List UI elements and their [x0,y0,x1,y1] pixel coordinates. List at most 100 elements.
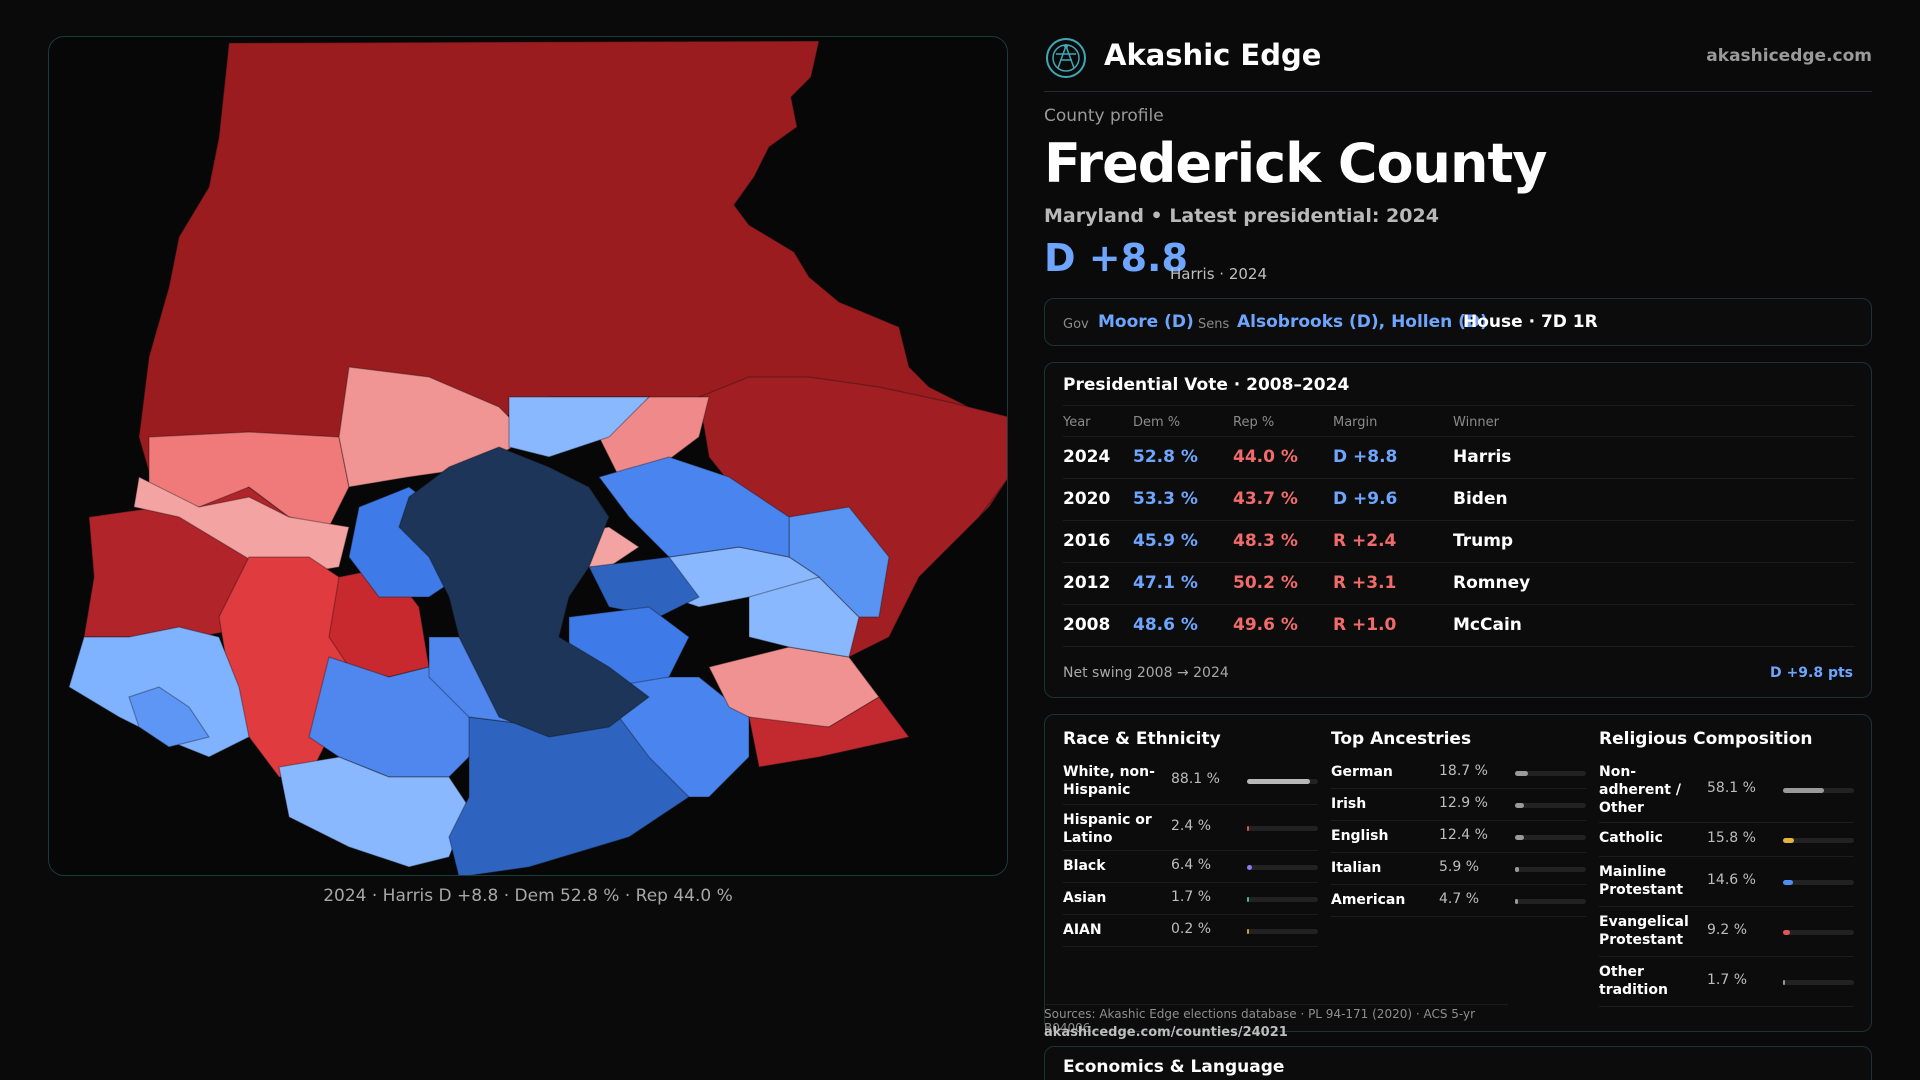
map-caption: 2024 · Harris D +8.8 · Dem 52.8 % · Rep … [323,886,733,906]
gov-label: Gov [1063,317,1089,332]
cell-year: 2024 [1063,447,1111,467]
item-bar [1783,788,1854,793]
governor-value[interactable]: Moore (D) [1098,312,1194,332]
senators-value[interactable]: Alsobrooks (D), Hollen (D) [1237,312,1488,332]
page-kicker: County profile [1044,106,1164,126]
cell-year: 2008 [1063,615,1111,635]
item-value: 5.9 % [1439,859,1480,875]
item-label: English [1331,828,1389,844]
table-row[interactable]: 2008 48.6 % 49.6 % R +1.0 McCain [1063,605,1855,647]
demographics-card: Race & Ethnicity White, non-Hispanic 88.1… [1044,714,1872,1032]
item-value: 1.7 % [1707,972,1748,988]
brand-name[interactable]: Akashic Edge [1104,38,1322,72]
precinct[interactable] [748,696,911,768]
item-bar-fill [1515,899,1519,904]
latest-margin-note: Harris · 2024 [1170,265,1268,283]
col-rep: Rep % [1233,415,1275,430]
col-dem: Dem % [1133,415,1181,430]
col-margin: Margin [1333,415,1378,430]
precinct[interactable] [618,676,750,798]
item-bar-fill [1247,865,1252,870]
cell-winner: Biden [1453,489,1508,509]
cell-rep: 43.7 % [1233,489,1298,509]
list-item: Catholic 15.8 % [1599,823,1854,857]
item-bar-fill [1247,929,1249,934]
item-value: 14.6 % [1707,872,1756,888]
precinct[interactable] [597,456,790,558]
item-label: German [1331,764,1393,780]
cell-dem: 45.9 % [1133,531,1198,551]
item-value: 9.2 % [1707,922,1748,938]
col-winner: Winner [1453,415,1500,430]
sens-label: Sens [1198,317,1230,332]
list-item: Mainline Protestant 14.6 % [1599,857,1854,907]
item-bar-fill [1783,880,1794,885]
item-label: Other tradition [1599,964,1668,998]
globe-network-icon[interactable] [1046,38,1086,78]
cell-dem: 47.1 % [1133,573,1198,593]
precinct[interactable] [788,506,890,618]
item-value: 18.7 % [1439,763,1488,779]
list-item: Other tradition 1.7 % [1599,957,1854,1007]
brand-url-link[interactable]: akashicedge.com [1706,46,1872,66]
item-value: 12.4 % [1439,827,1488,843]
item-bar-fill [1247,897,1249,902]
cell-dem: 48.6 % [1133,615,1198,635]
precinct[interactable] [398,446,650,738]
item-bar [1515,803,1586,808]
list-item: Hispanic or Latino 2.4 % [1063,805,1318,851]
table-row[interactable]: 2016 45.9 % 48.3 % R +2.4 Trump [1063,521,1855,563]
item-bar-fill [1515,771,1529,776]
latest-margin: D +8.8 [1044,236,1188,280]
item-label: White, non-Hispanic [1063,764,1155,798]
cell-margin: R +3.1 [1333,573,1397,593]
house-value[interactable]: House · 7D 1R [1463,312,1598,332]
list-item: Non-adherent / Other 58.1 % [1599,757,1854,823]
col-year: Year [1063,415,1091,430]
item-label: Evangelical Protestant [1599,914,1689,948]
economics-title: Economics & Language [1063,1057,1285,1077]
precinct-map-svg[interactable] [49,37,1008,876]
table-row[interactable]: 2012 47.1 % 50.2 % R +3.1 Romney [1063,563,1855,605]
item-bar [1783,980,1854,985]
item-label: AIAN [1063,922,1102,938]
item-value: 1.7 % [1171,889,1212,905]
item-label: Hispanic or Latino [1063,812,1152,846]
item-label: Black [1063,858,1106,874]
item-value: 12.9 % [1439,795,1488,811]
item-bar [1783,880,1854,885]
item-bar [1247,897,1318,902]
item-bar [1515,771,1586,776]
precinct[interactable] [133,476,350,578]
item-label: Mainline Protestant [1599,864,1684,898]
profile-panel: Akashic Edge akashicedge.com County prof… [1044,0,1872,1080]
item-bar [1515,835,1586,840]
cell-rep: 50.2 % [1233,573,1298,593]
table-row[interactable]: 2024 52.8 % 44.0 % D +8.8 Harris [1063,437,1855,479]
item-label: Irish [1331,796,1367,812]
net-swing-label: Net swing 2008 → 2024 [1063,665,1229,681]
list-item: Black 6.4 % [1063,851,1318,883]
page-title: Frederick County [1044,132,1547,195]
table-row[interactable]: 2020 53.3 % 43.7 % D +9.6 Biden [1063,479,1855,521]
precinct[interactable] [508,396,651,458]
item-bar-fill [1783,980,1785,985]
list-item: AIAN 0.2 % [1063,915,1318,947]
cell-margin: R +1.0 [1333,615,1397,635]
item-bar [1515,867,1586,872]
cell-rep: 49.6 % [1233,615,1298,635]
precinct[interactable] [128,686,210,748]
precinct[interactable] [588,556,700,618]
item-bar-fill [1783,788,1825,793]
cell-winner: Harris [1453,447,1512,467]
county-map[interactable] [48,36,1008,876]
item-bar-fill [1515,867,1520,872]
item-label: American [1331,892,1406,908]
cell-rep: 48.3 % [1233,531,1298,551]
item-bar-fill [1515,803,1525,808]
source-url-link[interactable]: akashicedge.com/counties/24021 [1044,1025,1288,1040]
list-item: American 4.7 % [1331,885,1586,917]
item-value: 58.1 % [1707,780,1756,796]
item-value: 88.1 % [1171,771,1220,787]
presidential-vote-card: Presidential Vote · 2008–2024 Year Dem %… [1044,362,1872,698]
